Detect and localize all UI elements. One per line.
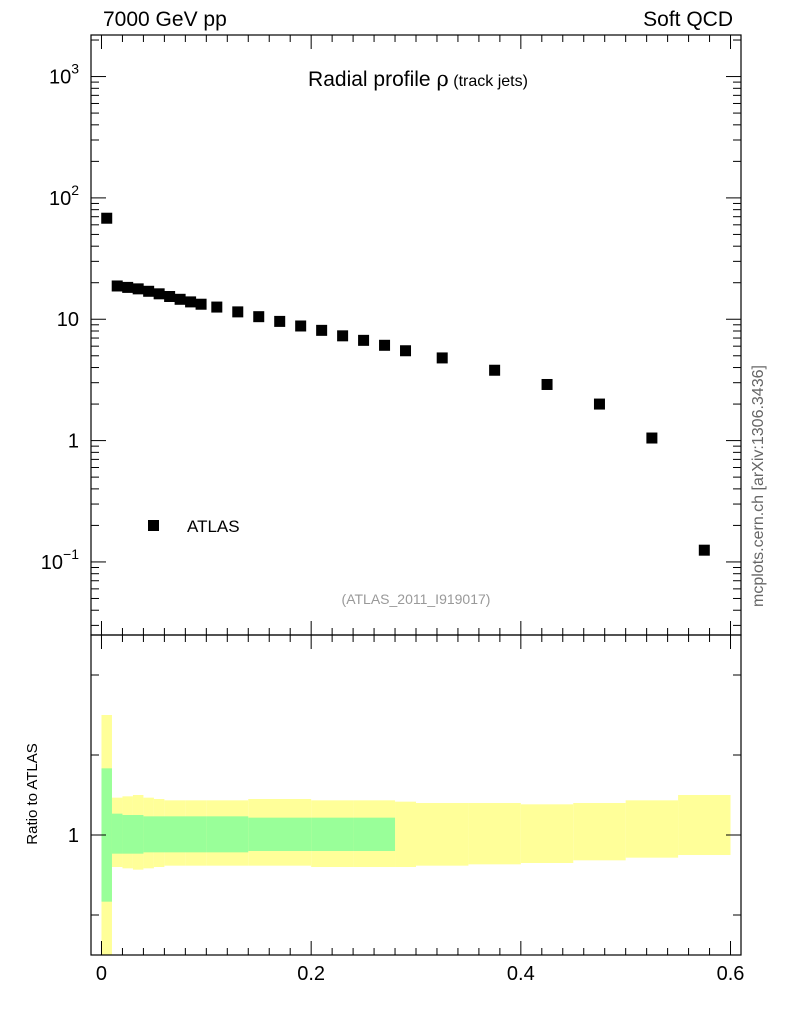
data-point: [101, 212, 113, 224]
y-tick-label: 10−1: [41, 546, 79, 574]
data-point: [337, 330, 349, 342]
x-tick-label: 0.2: [297, 963, 325, 985]
data-point: [489, 364, 501, 376]
data-point: [211, 301, 223, 313]
data-point: [111, 280, 123, 292]
band-stat-bin: [101, 768, 112, 902]
band-stat-bin: [111, 813, 123, 854]
data-point: [295, 320, 307, 332]
data-point: [143, 285, 155, 297]
ratio-bands: [101, 715, 731, 955]
x-tick-label: 0.6: [717, 963, 745, 985]
data-point: [132, 283, 144, 295]
band-total-bin: [395, 801, 416, 867]
data-point: [122, 281, 134, 293]
band-total-bin: [520, 804, 574, 863]
band-stat-bin: [206, 816, 249, 853]
y-tick-label: 1: [68, 431, 79, 453]
y-tick-exp: −1: [63, 546, 79, 562]
band-total-bin: [468, 803, 521, 865]
band-stat-bin: [122, 815, 144, 854]
data-point: [646, 432, 658, 444]
data-point: [195, 298, 207, 310]
y-tick-label: 102: [49, 182, 79, 210]
source-label: (ATLAS_2011_I919017): [342, 591, 491, 607]
header-left: 7000 GeV pp: [103, 8, 227, 31]
legend-label: ATLAS: [187, 517, 240, 536]
ratio-panel-frame: [90, 634, 742, 956]
band-stat-bin: [248, 817, 312, 851]
y-tick-label: 103: [49, 61, 79, 89]
side-text: mcplots.cern.ch [arXiv:1306.3436]: [750, 365, 767, 607]
data-point: [174, 293, 186, 305]
data-point: [316, 324, 328, 336]
header-right: Soft QCD: [643, 8, 733, 31]
data-points: [101, 212, 710, 556]
y-tick-base: 1: [68, 431, 79, 453]
y-tick-base: 10: [49, 188, 71, 210]
chart-title: Radial profile ρ (track jets): [308, 67, 528, 91]
band-total-bin: [573, 803, 626, 861]
ratio-y-tick-label: 1: [68, 825, 79, 847]
data-point: [541, 378, 553, 390]
band-stat-bin: [143, 816, 207, 853]
chart-title-sub: (track jets): [449, 73, 528, 90]
data-point: [400, 345, 412, 357]
data-point: [379, 339, 391, 351]
data-point: [232, 306, 244, 318]
data-point: [358, 334, 370, 346]
data-point: [185, 296, 197, 308]
data-point: [253, 311, 265, 323]
data-point: [274, 315, 286, 327]
data-point: [164, 290, 176, 302]
band-stat-bin: [353, 817, 396, 851]
x-tick-label: 0: [96, 963, 107, 985]
y-tick-exp: 3: [71, 61, 79, 77]
y-tick-base: 10: [57, 309, 79, 331]
data-point: [153, 288, 165, 300]
y-tick-base: 10: [49, 67, 71, 89]
band-stat-bin: [311, 817, 354, 851]
data-point: [698, 544, 710, 556]
data-point: [593, 398, 605, 410]
x-tick-label: 0.4: [507, 963, 535, 985]
chart-title-main: Radial profile: [308, 68, 436, 91]
band-total-bin: [625, 800, 679, 858]
legend-marker: [148, 520, 159, 531]
main-panel-frame: [90, 34, 742, 636]
band-total-bin: [416, 803, 469, 866]
y-tick-base: 10: [41, 552, 63, 574]
ratio-ylabel: Ratio to ATLAS: [24, 743, 41, 844]
y-tick-exp: 2: [71, 182, 79, 198]
chart-title-symbol: ρ: [436, 67, 448, 91]
y-tick-label: 10: [57, 309, 79, 331]
data-point: [436, 352, 448, 364]
band-total-bin: [678, 795, 731, 855]
